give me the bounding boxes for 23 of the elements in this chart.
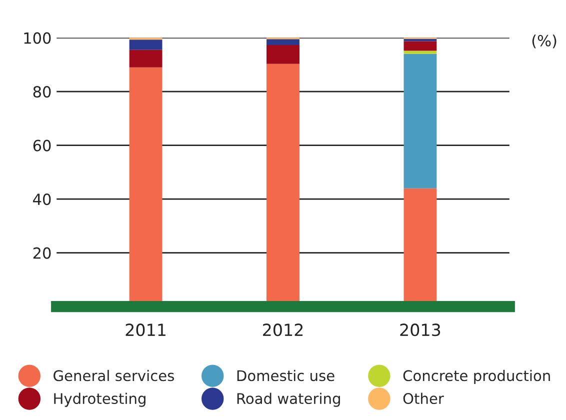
y-tick-label: 40 xyxy=(33,194,51,206)
bar xyxy=(404,41,437,51)
y-tick-label: 100 xyxy=(24,32,51,44)
bar xyxy=(129,50,162,68)
legend-label: Other xyxy=(403,392,444,404)
x-tick-label: 2011 xyxy=(126,324,166,336)
y-tick-label: 80 xyxy=(33,86,51,98)
x-tick-label: 2012 xyxy=(263,324,303,336)
legend-label: Hydrotesting xyxy=(54,392,146,407)
bar xyxy=(266,45,300,64)
bar xyxy=(404,38,437,42)
legend-label: Concrete production xyxy=(403,370,550,384)
y-tick-label: 20 xyxy=(33,247,51,259)
y-axis-title: (%) xyxy=(532,34,556,48)
bar xyxy=(266,39,300,46)
legend-label: General services xyxy=(54,370,174,382)
legend-label: Road watering xyxy=(237,392,340,407)
y-tick-label: 60 xyxy=(33,140,51,152)
legend-label: Domestic use xyxy=(237,370,334,382)
bar xyxy=(404,50,437,54)
bar xyxy=(129,40,162,50)
x-tick-label: 2013 xyxy=(400,324,440,336)
bar xyxy=(404,54,437,188)
